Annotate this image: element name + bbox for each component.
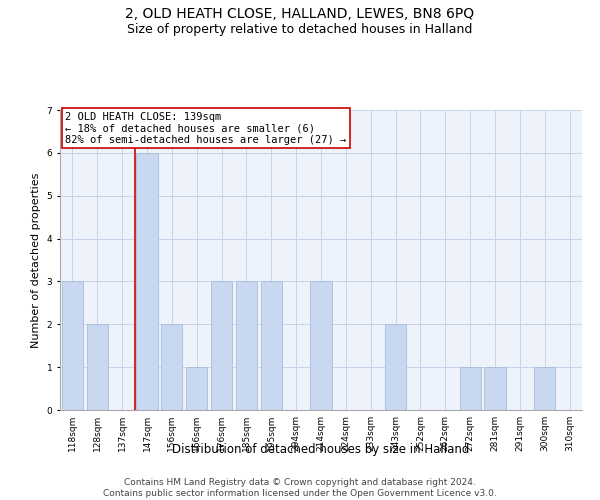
- Bar: [484, 367, 506, 410]
- Bar: [161, 324, 182, 410]
- Bar: [310, 282, 332, 410]
- Text: Size of property relative to detached houses in Halland: Size of property relative to detached ho…: [127, 22, 473, 36]
- Bar: [460, 367, 481, 410]
- Text: Contains HM Land Registry data © Crown copyright and database right 2024.
Contai: Contains HM Land Registry data © Crown c…: [103, 478, 497, 498]
- Bar: [261, 282, 282, 410]
- Bar: [186, 367, 207, 410]
- Text: 2, OLD HEATH CLOSE, HALLAND, LEWES, BN8 6PQ: 2, OLD HEATH CLOSE, HALLAND, LEWES, BN8 …: [125, 8, 475, 22]
- Bar: [211, 282, 232, 410]
- Bar: [136, 153, 158, 410]
- Y-axis label: Number of detached properties: Number of detached properties: [31, 172, 41, 348]
- Text: 2 OLD HEATH CLOSE: 139sqm
← 18% of detached houses are smaller (6)
82% of semi-d: 2 OLD HEATH CLOSE: 139sqm ← 18% of detac…: [65, 112, 346, 144]
- Bar: [62, 282, 83, 410]
- Bar: [87, 324, 108, 410]
- Bar: [385, 324, 406, 410]
- Bar: [236, 282, 257, 410]
- Bar: [534, 367, 555, 410]
- Text: Distribution of detached houses by size in Halland: Distribution of detached houses by size …: [172, 442, 470, 456]
